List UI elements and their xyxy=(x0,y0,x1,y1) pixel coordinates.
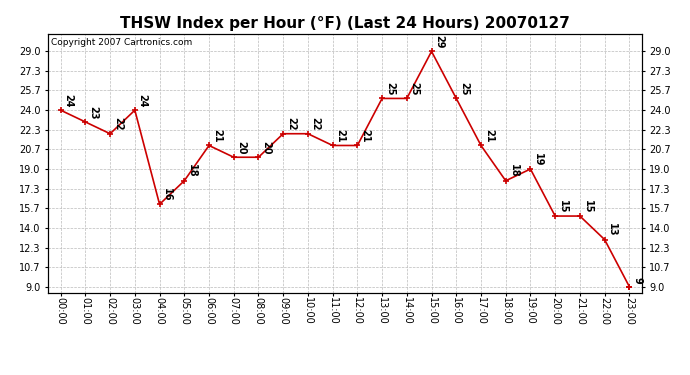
Text: 22: 22 xyxy=(286,117,296,131)
Text: 9: 9 xyxy=(632,277,642,284)
Text: 15: 15 xyxy=(582,200,593,213)
Text: 21: 21 xyxy=(484,129,494,143)
Text: 21: 21 xyxy=(335,129,346,143)
Text: 23: 23 xyxy=(88,106,98,119)
Text: 13: 13 xyxy=(607,223,618,237)
Text: Copyright 2007 Cartronics.com: Copyright 2007 Cartronics.com xyxy=(51,38,193,46)
Text: 25: 25 xyxy=(410,82,420,96)
Text: 22: 22 xyxy=(310,117,321,131)
Text: 29: 29 xyxy=(434,35,444,49)
Text: 22: 22 xyxy=(113,117,123,131)
Text: 21: 21 xyxy=(212,129,221,143)
Text: 20: 20 xyxy=(262,141,271,154)
Text: 16: 16 xyxy=(162,188,172,201)
Text: 24: 24 xyxy=(137,94,148,107)
Text: 18: 18 xyxy=(187,164,197,178)
Title: THSW Index per Hour (°F) (Last 24 Hours) 20070127: THSW Index per Hour (°F) (Last 24 Hours)… xyxy=(120,16,570,31)
Text: 24: 24 xyxy=(63,94,73,107)
Text: 19: 19 xyxy=(533,153,543,166)
Text: 21: 21 xyxy=(360,129,370,143)
Text: 25: 25 xyxy=(385,82,395,96)
Text: 25: 25 xyxy=(459,82,469,96)
Text: 15: 15 xyxy=(558,200,568,213)
Text: 18: 18 xyxy=(509,164,518,178)
Text: 20: 20 xyxy=(237,141,246,154)
